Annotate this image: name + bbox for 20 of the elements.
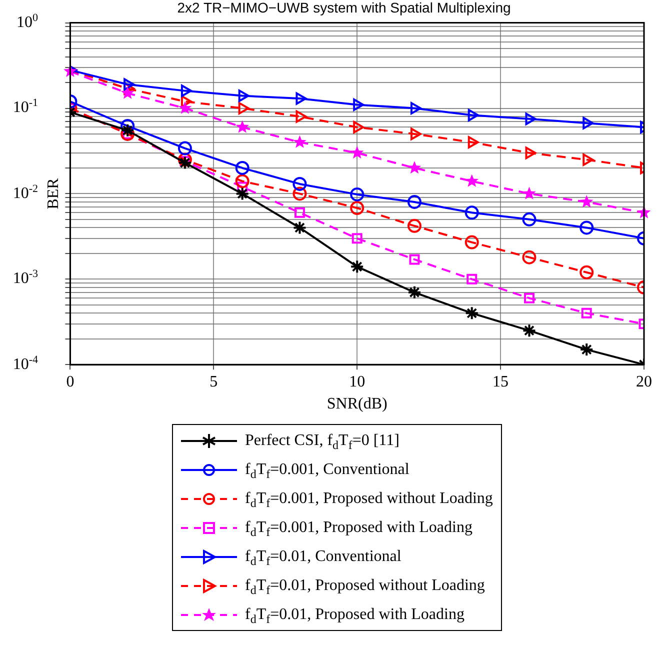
y-tick-label: 10$^{0}$ (16, 12, 38, 32)
y-tick-label: 10$^{-2}$ (12, 182, 38, 203)
x-tick-label: 0 (66, 373, 74, 390)
y-tick-label: 10$^{-3}$ (12, 268, 38, 288)
y-axis-title: BER (44, 178, 62, 210)
legend-label: f$_{d}$T$_{f}$=0.01, Proposed without Loading (245, 576, 485, 596)
y-tick-label: 10$^{-1}$ (12, 97, 38, 118)
x-tick-label: 20 (636, 373, 652, 390)
legend-label: f$_{d}$T$_{f}$=0.01, Proposed with Loading (245, 606, 464, 626)
legend-label: f$_{d}$T$_{f}$=0.01, Conventional (245, 548, 402, 568)
legend-label: f$_{d}$T$_{f}$=0.001, Proposed with Loading (245, 518, 472, 538)
legend-label: f$_{d}$T$_{f}$=0.001, Proposed without Loading (245, 490, 493, 510)
x-tick-label: 5 (210, 373, 218, 390)
x-tick-label: 10 (349, 373, 366, 390)
x-axis-title: SNR(dB) (326, 396, 388, 413)
y-tick-label: 10$^{-4}$ (12, 354, 38, 374)
legend-label: Perfect CSI, f$_{d}$T$_{f}$=0 [11] (245, 432, 400, 452)
x-tick-label: 15 (492, 373, 509, 390)
legend-label: f$_{d}$T$_{f}$=0.001, Conventional (245, 460, 410, 480)
chart-title: 2x2 TR−MIMO−UWB system with Spatial Multiplexing (177, 0, 511, 16)
